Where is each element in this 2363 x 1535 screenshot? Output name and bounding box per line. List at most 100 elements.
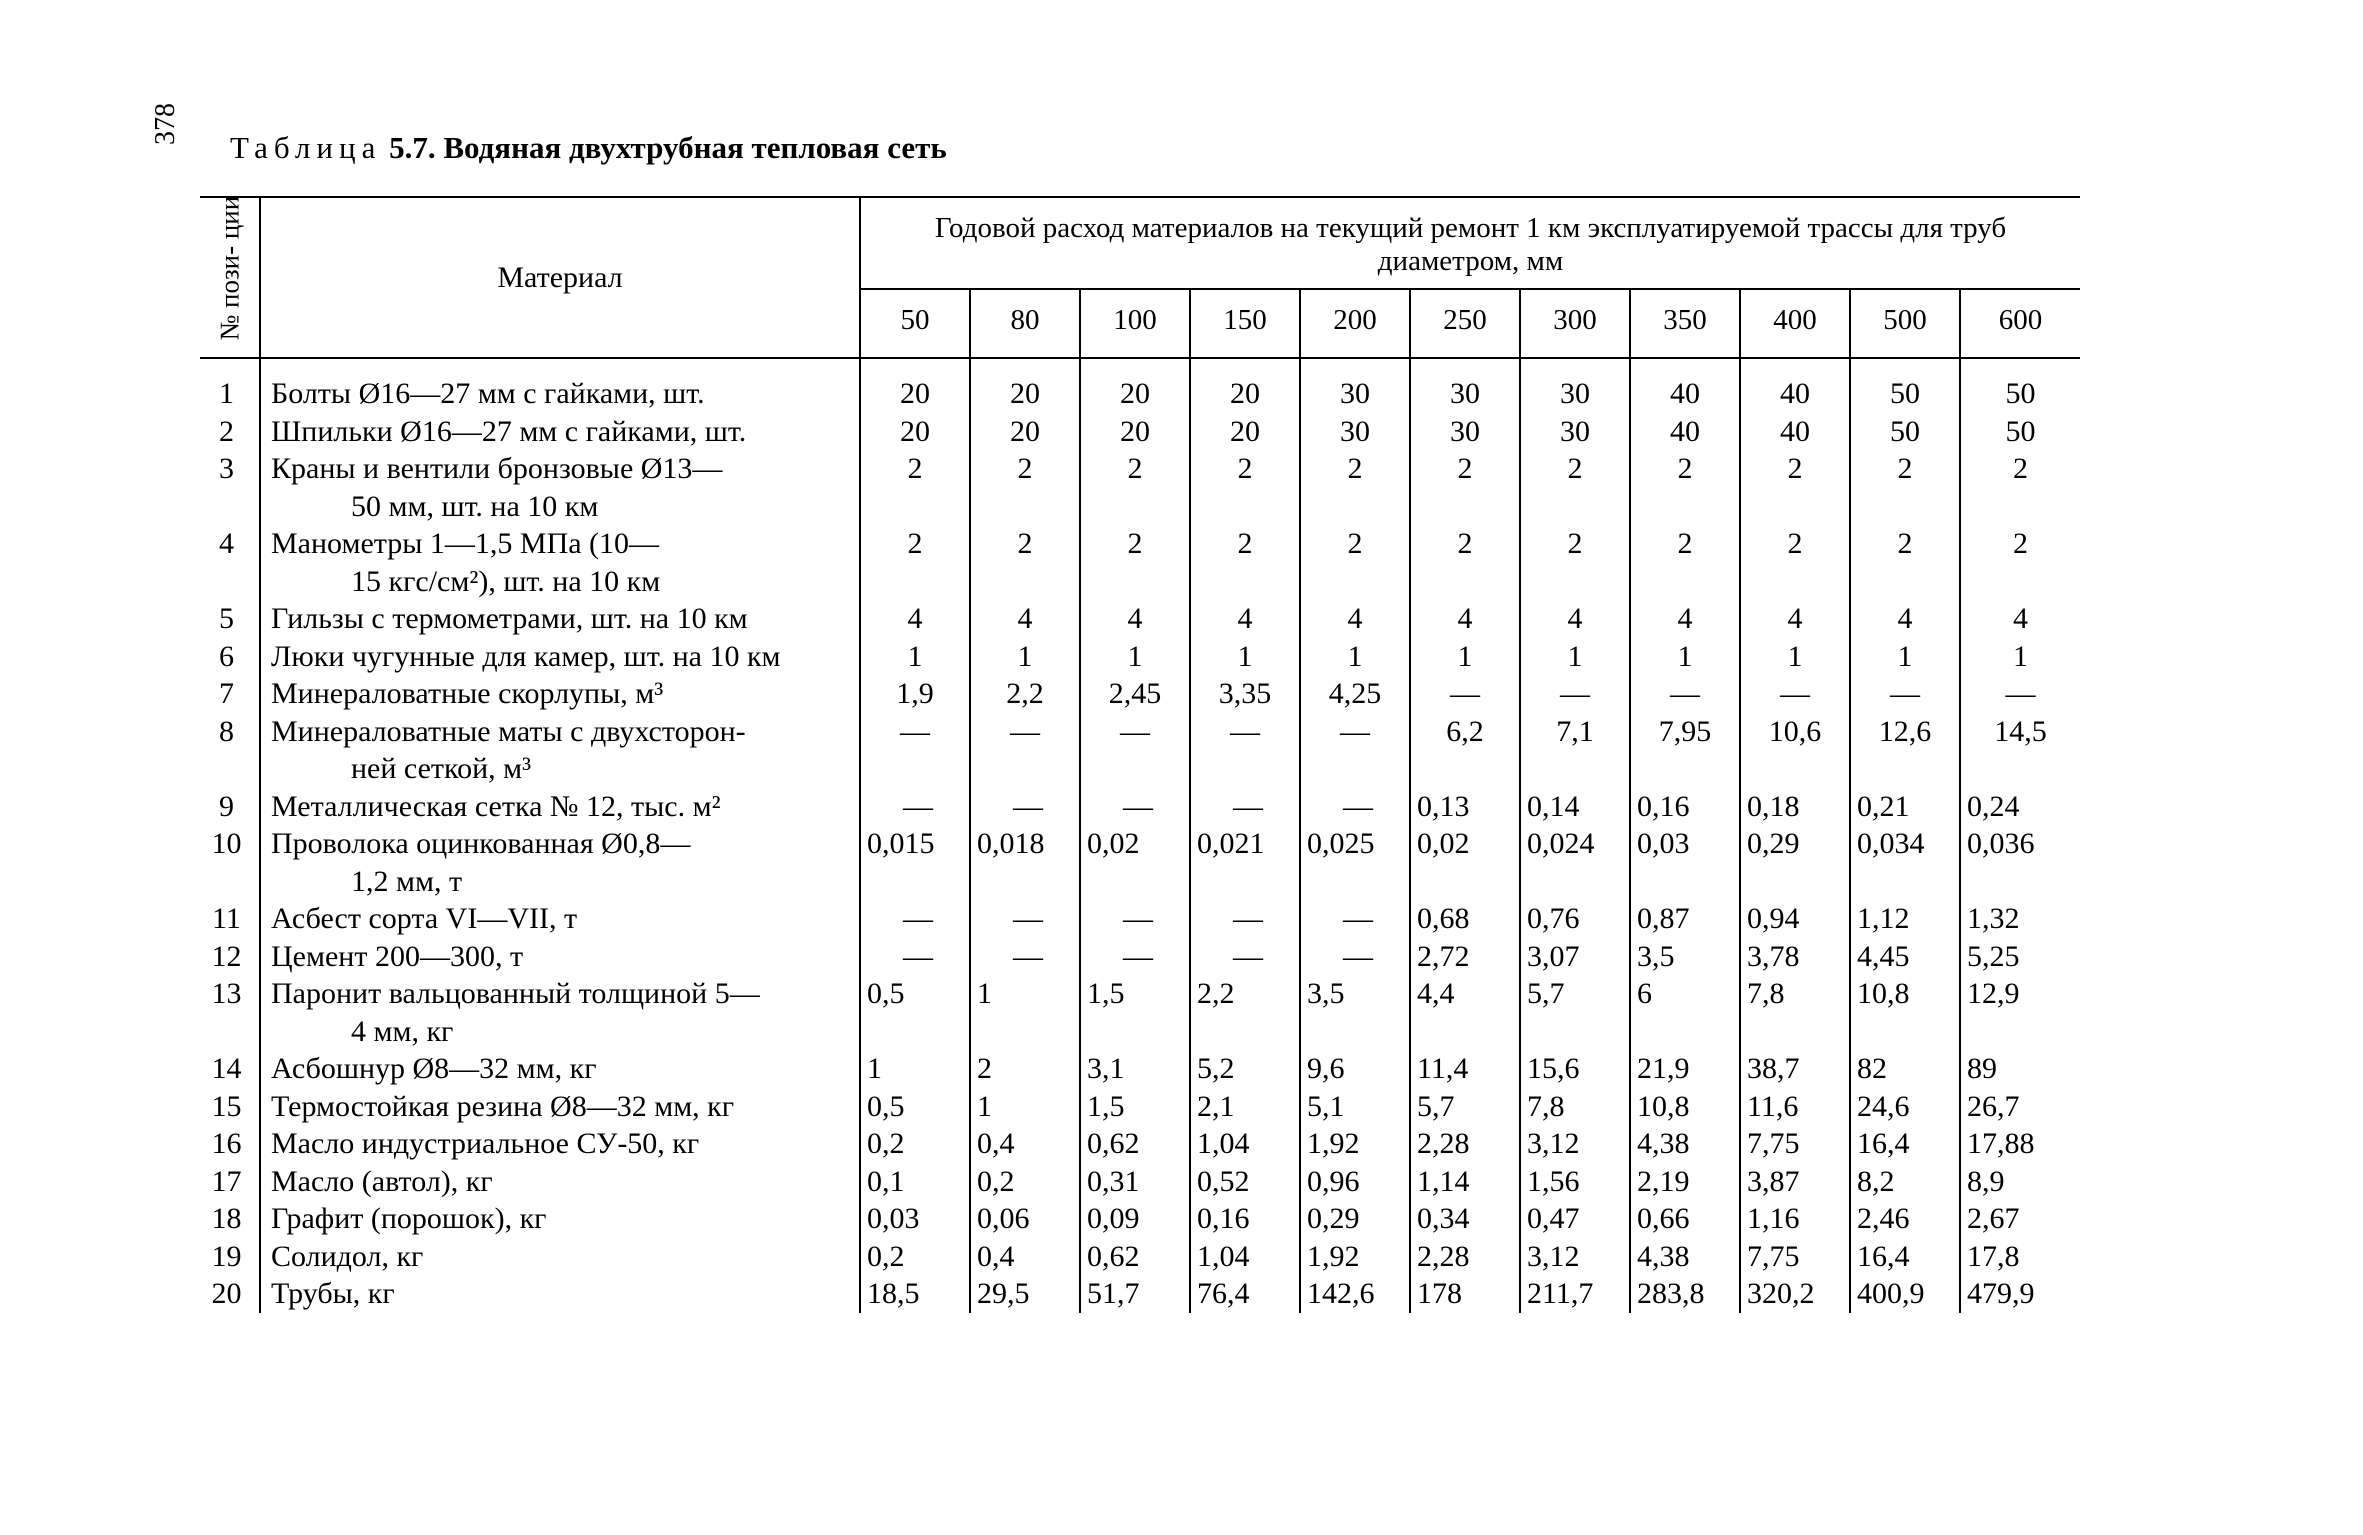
cell-value — [1520, 1013, 1630, 1051]
cell-value: — — [970, 713, 1080, 751]
cell-value: 8,2 — [1850, 1163, 1960, 1201]
cell-value: — — [1410, 675, 1520, 713]
cell-value — [1740, 1013, 1850, 1051]
cell-value: 1,5 — [1080, 975, 1190, 1013]
cell-value: 2 — [1080, 525, 1190, 563]
table-row: 10Проволока оцинкованная Ø0,8—0,0150,018… — [200, 825, 2080, 863]
cell-material: Гильзы с термометрами, шт. на 10 км — [260, 600, 860, 638]
table-body: 1 Болты Ø16—27 мм с гайками, шт. 20202020 3… — [200, 358, 2080, 1313]
cell-value: 1,04 — [1190, 1125, 1300, 1163]
table-row: 16Масло индустриальное СУ-50, кг0,20,40,… — [200, 1125, 2080, 1163]
cell-material: Шпильки Ø16—27 мм с гайками, шт. — [260, 413, 860, 451]
cell-value — [1190, 563, 1300, 601]
cell-value — [1410, 1013, 1520, 1051]
cell-value: 10,8 — [1630, 1088, 1740, 1126]
cell-value — [1630, 1013, 1740, 1051]
cell-value: 0,1 — [860, 1163, 970, 1201]
table-row: 18Графит (порошок), кг0,030,060,090,160,… — [200, 1200, 2080, 1238]
table-row: 5Гильзы с термометрами, шт. на 10 км4444… — [200, 600, 2080, 638]
cell-value: 3,78 — [1740, 938, 1850, 976]
cell-value: 30 — [1300, 413, 1410, 451]
cell-value — [970, 488, 1080, 526]
cell-value: 24,6 — [1850, 1088, 1960, 1126]
cell-value: 3,07 — [1520, 938, 1630, 976]
cell-value: 2 — [1300, 450, 1410, 488]
header-position-label: № пози- ции — [214, 301, 245, 341]
header-position: № пози- ции — [200, 197, 260, 358]
cell-value: 2 — [1740, 450, 1850, 488]
cell-value — [1410, 863, 1520, 901]
cell-value: 0,52 — [1190, 1163, 1300, 1201]
cell-value — [1850, 1013, 1960, 1051]
cell-position: 9 — [200, 788, 260, 826]
cell-value: 4 — [1190, 600, 1300, 638]
cell-value: 1 — [1300, 638, 1410, 676]
table-row: 15Термостойкая резина Ø8—32 мм, кг0,511,… — [200, 1088, 2080, 1126]
cell-value: 2 — [860, 525, 970, 563]
cell-value: 21,9 — [1630, 1050, 1740, 1088]
cell-value: 17,88 — [1960, 1125, 2080, 1163]
cell-value: 0,34 — [1410, 1200, 1520, 1238]
cell-value: 0,47 — [1520, 1200, 1630, 1238]
cell-value: 4,38 — [1630, 1238, 1740, 1276]
cell-value: 2 — [1630, 450, 1740, 488]
cell-value: 40 — [1630, 413, 1740, 451]
cell-value: 2 — [860, 450, 970, 488]
cell-value: 10,6 — [1740, 713, 1850, 751]
cell-value: 4 — [970, 600, 1080, 638]
table-row: 15 кгс/см²), шт. на 10 км — [200, 563, 2080, 601]
cell-value: 2 — [970, 1050, 1080, 1088]
cell-value: 0,14 — [1520, 788, 1630, 826]
cell-value: 20 — [1080, 358, 1190, 413]
cell-value: 30 — [1300, 358, 1410, 413]
cell-position: 19 — [200, 1238, 260, 1276]
cell-value: 0,29 — [1300, 1200, 1410, 1238]
title-num: 5.7. — [389, 130, 436, 165]
cell-value: 20 — [1080, 413, 1190, 451]
header-diameter: 200 — [1300, 289, 1410, 358]
cell-position: 17 — [200, 1163, 260, 1201]
header-super: Годовой расход материалов на текущий рем… — [860, 197, 2080, 289]
cell-value — [1960, 1013, 2080, 1051]
cell-value: 0,76 — [1520, 900, 1630, 938]
cell-value: 1,56 — [1520, 1163, 1630, 1201]
cell-value: 0,21 — [1850, 788, 1960, 826]
table-row: 6Люки чугунные для камер, шт. на 10 км11… — [200, 638, 2080, 676]
header-diameter: 100 — [1080, 289, 1190, 358]
cell-value: 30 — [1520, 358, 1630, 413]
cell-value — [1630, 750, 1740, 788]
cell-value: 2 — [1410, 525, 1520, 563]
cell-value — [1630, 563, 1740, 601]
cell-value: 20 — [970, 413, 1080, 451]
table-row: ней сеткой, м³ — [200, 750, 2080, 788]
cell-material: Болты Ø16—27 мм с гайками, шт. — [260, 358, 860, 413]
cell-value: 3,12 — [1520, 1238, 1630, 1276]
cell-value: — — [1630, 675, 1740, 713]
cell-value: 18,5 — [860, 1275, 970, 1313]
cell-value: 283,8 — [1630, 1275, 1740, 1313]
cell-material: Масло (автол), кг — [260, 1163, 860, 1201]
cell-value: 4,45 — [1850, 938, 1960, 976]
cell-value: 0,4 — [970, 1125, 1080, 1163]
cell-value: 2 — [1300, 525, 1410, 563]
cell-material: Солидол, кг — [260, 1238, 860, 1276]
cell-value: 1 — [970, 1088, 1080, 1126]
cell-value: 2,46 — [1850, 1200, 1960, 1238]
cell-value: 9,6 — [1300, 1050, 1410, 1088]
cell-value: 0,021 — [1190, 825, 1300, 863]
header-diameter: 400 — [1740, 289, 1850, 358]
cell-value: — — [1850, 675, 1960, 713]
cell-value: 20 — [970, 358, 1080, 413]
cell-value: 0,03 — [860, 1200, 970, 1238]
cell-value: 2 — [970, 450, 1080, 488]
cell-value: 0,036 — [1960, 825, 2080, 863]
cell-value: 7,95 — [1630, 713, 1740, 751]
cell-value: 5,7 — [1410, 1088, 1520, 1126]
cell-value: 0,4 — [970, 1238, 1080, 1276]
header-diameter: 600 — [1960, 289, 2080, 358]
cell-value: 3,5 — [1630, 938, 1740, 976]
cell-value — [860, 750, 970, 788]
table-row: 7Минераловатные скорлупы, м³1,92,22,453,… — [200, 675, 2080, 713]
cell-material: Минераловатные маты с двухсторон- — [260, 713, 860, 751]
cell-value: 4,38 — [1630, 1125, 1740, 1163]
